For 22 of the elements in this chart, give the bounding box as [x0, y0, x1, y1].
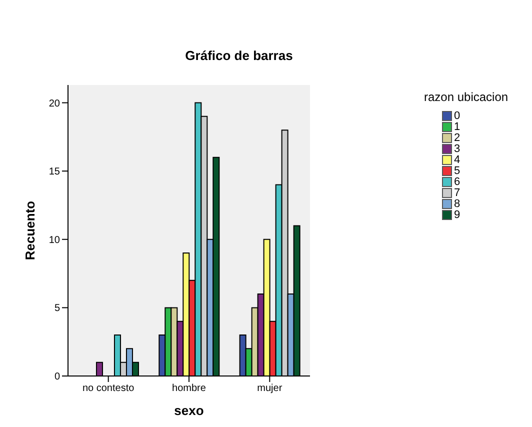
y-tick-label: 20: [48, 98, 60, 110]
x-tick-label: no contesto: [82, 383, 135, 394]
y-tick-label: 15: [48, 166, 60, 178]
y-tick-label: 10: [48, 234, 60, 246]
y-tick-label: 5: [54, 303, 60, 314]
x-tick-label: mujer: [257, 383, 283, 394]
legend-label: 6: [454, 176, 460, 188]
legend-title: razon ubicacion: [424, 90, 510, 104]
legend-label: 2: [454, 132, 460, 144]
legend-label: 0: [454, 110, 460, 122]
x-tick-label: hombre: [172, 383, 206, 394]
chart-title: Gráfico de barras: [184, 48, 294, 63]
legend-label: 1: [454, 120, 460, 132]
legend-label: 9: [454, 208, 460, 220]
x-axis-title: sexo: [174, 403, 204, 418]
legend-label: 5: [454, 164, 460, 176]
legend-label: 8: [454, 198, 460, 210]
y-axis-title: Recuento: [22, 200, 38, 260]
legend-label: 7: [454, 186, 460, 198]
legend-label: 4: [454, 154, 460, 166]
y-tick-label: 0: [54, 372, 60, 383]
legend-label: 3: [454, 142, 460, 154]
